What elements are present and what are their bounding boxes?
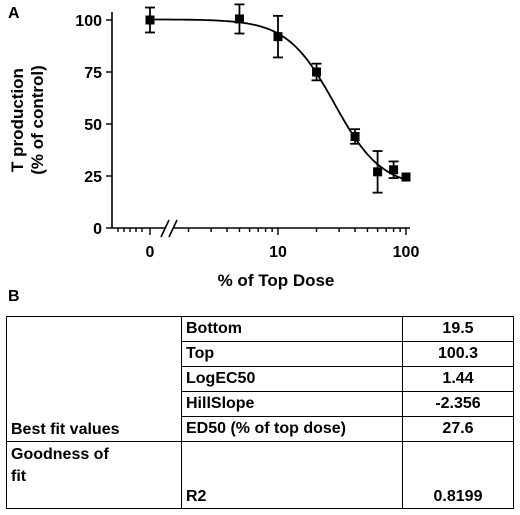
x-tick-label: 0 bbox=[146, 244, 155, 261]
param-top: Top bbox=[181, 341, 403, 367]
param-r2: R2 bbox=[181, 441, 403, 509]
value-hillslope: -2.356 bbox=[402, 391, 514, 417]
data-point bbox=[350, 131, 360, 141]
data-point bbox=[234, 14, 244, 24]
table-row: Goodness of fit R2 0.8199 bbox=[6, 441, 514, 509]
panel-label-a: A bbox=[8, 5, 20, 22]
gof-label-line2: fit bbox=[11, 468, 27, 485]
value-bottom: 19.5 bbox=[402, 316, 514, 342]
table-row: Best fit values Bottom 19.5 bbox=[6, 316, 514, 442]
table-row: HillSlope -2.356 bbox=[7, 391, 514, 417]
data-point bbox=[389, 165, 399, 175]
axes bbox=[111, 12, 410, 238]
param-logec50: LogEC50 bbox=[181, 366, 403, 392]
x-tick-label: 10 bbox=[269, 244, 287, 261]
data-point bbox=[145, 15, 155, 25]
table-row: LogEC50 1.44 bbox=[7, 366, 514, 392]
value-r2: 0.8199 bbox=[402, 441, 514, 509]
value-top: 100.3 bbox=[402, 341, 514, 367]
data-point bbox=[373, 167, 383, 177]
y-tick-label: 100 bbox=[75, 13, 102, 30]
data-point bbox=[401, 172, 411, 182]
x-axis-label: % of Top Dose bbox=[218, 271, 335, 290]
value-ed50: 27.6 bbox=[402, 416, 514, 442]
tick-marks bbox=[106, 19, 407, 235]
data-point bbox=[312, 67, 322, 77]
x-tick-label: 100 bbox=[393, 244, 420, 261]
fit-results-table: Best fit values Bottom 19.5 Top 100.3 Lo… bbox=[6, 316, 514, 509]
param-ed50: ED50 (% of top dose) bbox=[181, 416, 403, 442]
goodness-of-fit-label: Goodness of fit bbox=[6, 441, 182, 509]
param-hillslope: HillSlope bbox=[181, 391, 403, 417]
gof-label-line1: Goodness of bbox=[11, 446, 109, 463]
table-row: Top 100.3 bbox=[7, 341, 514, 367]
y-tick-label: 25 bbox=[84, 169, 102, 186]
data-point bbox=[273, 32, 283, 42]
panel-label-b: B bbox=[8, 288, 20, 305]
axis-break-mark bbox=[160, 219, 170, 238]
table-row: ED50 (% of top dose) 27.6 bbox=[7, 416, 514, 442]
param-bottom: Bottom bbox=[181, 316, 403, 342]
y-tick-label: 75 bbox=[84, 65, 102, 82]
y-axis-label-line2: (% of control) bbox=[28, 65, 47, 175]
error-bars bbox=[145, 3, 399, 194]
value-logec50: 1.44 bbox=[402, 366, 514, 392]
axis-break-mark bbox=[168, 219, 178, 238]
y-tick-label: 0 bbox=[93, 221, 102, 238]
best-fit-label: Best fit values bbox=[6, 316, 182, 442]
y-tick-label: 50 bbox=[84, 117, 102, 134]
data-points bbox=[145, 14, 411, 182]
tick-labels: 0 25 50 75 100 0 10 100 bbox=[75, 13, 419, 261]
y-axis-label-line1: T production bbox=[8, 68, 27, 172]
dose-response-chart: 0 25 50 75 100 0 10 100 % of Top Dose T product… bbox=[8, 3, 419, 290]
